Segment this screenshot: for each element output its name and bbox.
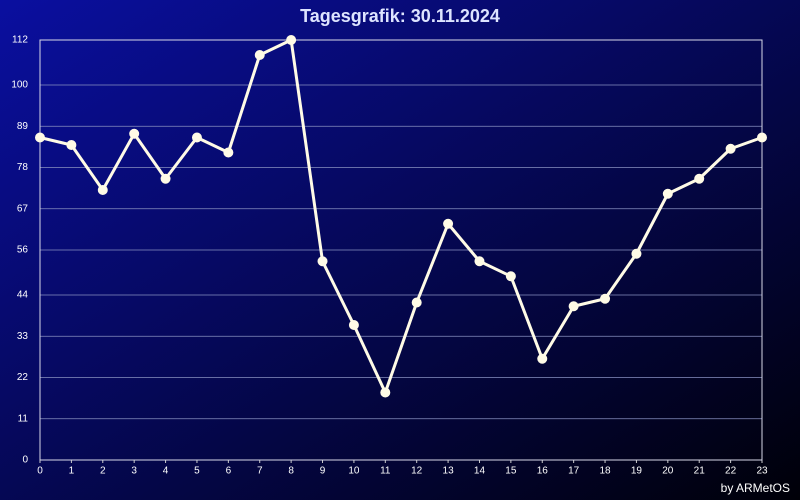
x-tick-label: 15: [505, 466, 517, 477]
x-tick-label: 12: [411, 466, 423, 477]
point: [662, 188, 673, 199]
y-tick-label: 22: [17, 372, 29, 383]
credit: by ARMetOS: [721, 481, 790, 495]
point: [223, 147, 234, 158]
point: [474, 256, 485, 267]
point: [254, 50, 265, 60]
point: [600, 293, 611, 304]
y-tick-label: 56: [17, 245, 29, 256]
x-tick-label: 8: [288, 466, 294, 477]
x-tick-label: 19: [631, 466, 643, 477]
x-tick-label: 7: [257, 466, 263, 477]
x-tick-label: 23: [756, 466, 768, 477]
x-tick-label: 16: [537, 466, 549, 477]
point: [191, 132, 202, 143]
x-tick-label: 21: [694, 466, 706, 477]
point: [411, 297, 422, 308]
point: [443, 218, 454, 229]
plot-border: [39, 39, 763, 461]
point: [317, 256, 328, 267]
point: [568, 301, 579, 312]
point: [725, 143, 736, 154]
x-tick-label: 5: [194, 466, 200, 477]
chart-title: Tagesgrafik: 30.11.2024: [300, 6, 500, 26]
x-tick-label: 3: [131, 466, 137, 477]
y-tick-label: 78: [17, 162, 29, 173]
point: [160, 173, 171, 184]
y-tick-label: 33: [17, 331, 29, 342]
y-tick-label: 11: [18, 413, 29, 424]
point: [537, 353, 548, 364]
point: [286, 35, 297, 45]
x-tick-label: 0: [37, 466, 43, 477]
point: [505, 271, 516, 282]
y-tick-label: 100: [11, 80, 28, 91]
y-tick-label: 44: [17, 290, 29, 301]
x-tick-label: 2: [100, 466, 106, 477]
x-tick-label: 11: [380, 466, 391, 477]
y-tick-label: 67: [17, 203, 29, 214]
point: [35, 132, 45, 143]
point: [631, 248, 642, 259]
point: [348, 320, 359, 330]
y-tick-label: 0: [22, 455, 28, 466]
x-tick-label: 9: [320, 466, 326, 477]
y-tick-label: 89: [17, 121, 29, 132]
x-tick-label: 22: [725, 466, 737, 477]
x-tick-label: 18: [599, 466, 611, 477]
point: [694, 173, 705, 184]
point: [757, 132, 767, 143]
point: [97, 185, 108, 195]
point: [129, 128, 140, 139]
x-tick-label: 6: [226, 466, 232, 477]
point: [66, 140, 77, 150]
x-tick-label: 13: [443, 466, 455, 477]
point: [380, 387, 391, 398]
x-tick-label: 14: [474, 466, 486, 477]
x-tick-label: 10: [348, 466, 360, 477]
x-tick-label: 4: [163, 466, 169, 477]
x-tick-label: 20: [662, 466, 674, 477]
x-tick-label: 17: [568, 466, 580, 477]
x-tick-label: 1: [69, 466, 75, 477]
line: [39, 38, 763, 394]
y-tick-label: 112: [12, 35, 28, 46]
